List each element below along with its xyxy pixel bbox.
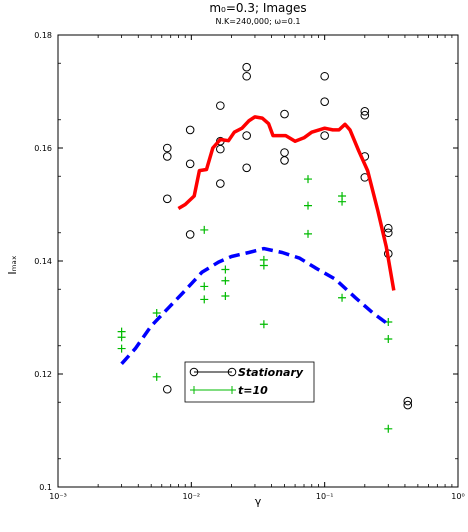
y-tick-label: 0.12 <box>34 370 52 379</box>
y-tick-label: 0.1 <box>39 483 52 492</box>
y-axis-label: Iₘₐₓ <box>6 255 19 274</box>
legend: Stationary t=10 <box>184 361 315 403</box>
data-point-t-10 <box>304 175 313 184</box>
data-point-stationary <box>185 230 195 239</box>
y-tick-label: 0.18 <box>34 31 52 40</box>
y-tick-label: 0.14 <box>34 257 52 266</box>
data-point-t-10 <box>117 327 126 336</box>
data-point-stationary <box>216 101 225 110</box>
plot-frame <box>57 34 459 488</box>
legend-marker-t10 <box>190 386 198 394</box>
data-point-t-10 <box>338 192 347 201</box>
data-point-stationary <box>320 71 329 81</box>
data-point-t-10 <box>259 320 268 329</box>
data-point-stationary <box>216 179 225 188</box>
data-point-stationary <box>242 71 251 81</box>
data-point-stationary <box>360 110 370 120</box>
data-point-stationary <box>320 97 329 106</box>
data-point-t-10 <box>221 265 230 274</box>
data-point-stationary <box>185 125 195 135</box>
data-point-t-10 <box>304 201 313 210</box>
data-point-t-10 <box>304 229 313 238</box>
data-point-t-10 <box>338 293 347 302</box>
data-point-stationary <box>320 131 329 140</box>
data-point-stationary <box>162 384 172 394</box>
legend-box <box>184 361 315 403</box>
data-point-stationary <box>216 144 225 154</box>
data-point-stationary <box>403 396 413 406</box>
axis-ticks: 10⁻³ 10⁻² 10⁻¹ 10⁰ 0.1 0.12 0.14 0.16 0.18 <box>34 31 465 501</box>
data-point-stationary <box>162 194 172 204</box>
data-point-stationary <box>280 148 289 157</box>
x-tick-label: 10⁰ <box>451 492 464 501</box>
data-point-stationary <box>383 228 393 238</box>
legend-label-stationary: Stationary <box>238 366 304 379</box>
data-point-t-10 <box>221 292 230 301</box>
data-point-stationary <box>280 109 289 119</box>
data-point-t-10 <box>221 276 230 285</box>
legend-marker-stationary <box>227 367 237 377</box>
data-point-stationary <box>280 156 289 165</box>
data-point-t-10 <box>200 295 209 304</box>
y-tick-label: 0.16 <box>34 144 52 153</box>
x-axis-label: γ <box>255 495 262 508</box>
data-point-t-10 <box>259 255 268 264</box>
series-line-t-10 <box>120 246 390 365</box>
data-point-stationary <box>242 163 251 173</box>
chart-subtitle: N.K=240,000; ω=0.1 <box>216 17 301 26</box>
data-series <box>117 62 413 433</box>
legend-marker-stationary <box>189 367 199 377</box>
data-point-t-10 <box>384 334 393 343</box>
series-line-stationary <box>177 115 396 291</box>
x-tick-label: 10⁻¹ <box>316 492 334 501</box>
data-point-t-10 <box>384 424 393 433</box>
data-point-stationary <box>162 152 172 161</box>
data-point-t-10 <box>152 308 161 317</box>
data-point-stationary <box>185 159 195 169</box>
data-point-stationary <box>242 131 251 140</box>
chart-title: m₀=0.3; Images <box>209 1 306 15</box>
data-point-stationary <box>403 400 413 410</box>
data-point-stationary <box>360 106 370 116</box>
data-point-t-10 <box>200 225 209 234</box>
legend-label-t10: t=10 <box>238 384 268 397</box>
data-point-t-10 <box>200 282 209 291</box>
data-point-stationary <box>383 223 393 233</box>
x-tick-label: 10⁻³ <box>49 492 67 501</box>
data-point-stationary <box>162 143 172 153</box>
x-tick-label: 10⁻² <box>183 492 201 501</box>
data-point-stationary <box>242 62 251 72</box>
data-point-t-10 <box>117 344 126 353</box>
legend-marker-t10 <box>228 386 236 394</box>
data-point-t-10 <box>152 372 161 381</box>
